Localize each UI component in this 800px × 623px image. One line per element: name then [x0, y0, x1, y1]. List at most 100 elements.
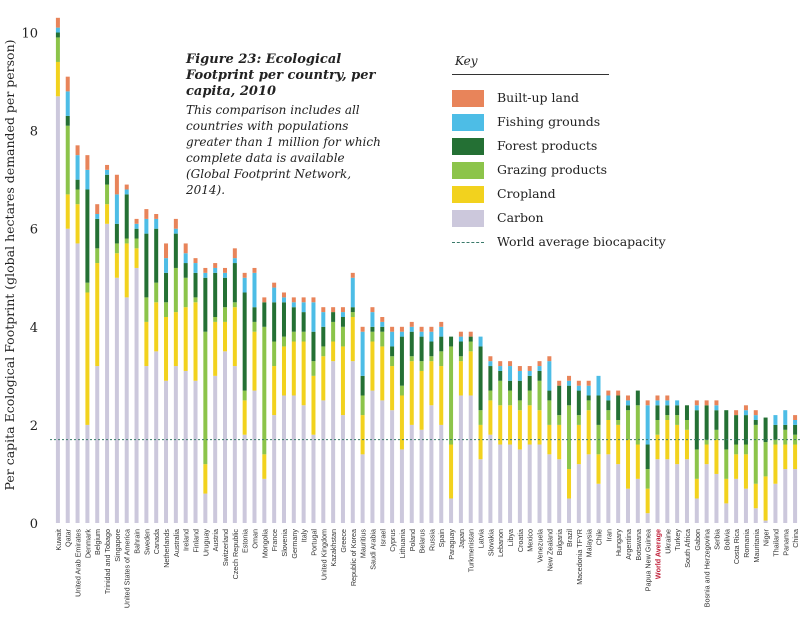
bar-finland-fishing-grounds [193, 263, 198, 273]
x-tick-label-libya: Libya [506, 529, 515, 546]
bar-latvia-cropland [478, 424, 483, 460]
bar-austria-forest-products [213, 272, 218, 317]
bar-austria-carbon [213, 375, 218, 523]
y-tick-label-2: 2 [30, 419, 38, 434]
bar-slovenia-carbon [281, 395, 286, 523]
x-tick-label-netherlands: Netherlands [162, 529, 171, 568]
bar-bolivia-carbon [724, 503, 729, 523]
x-tick-label-hungary: Hungary [614, 529, 623, 557]
bar-panama-carbon [783, 469, 788, 523]
bar-croatia-cropland [517, 410, 522, 450]
bar-gabon-built-up-land [694, 400, 699, 406]
bar-mauritius-cropland [360, 415, 365, 455]
bar-mauritius-carbon [360, 454, 365, 523]
x-tick-label-costa-rica: Costa Rica [732, 529, 741, 564]
bar-singapore-fishing-grounds [114, 194, 119, 224]
bar-canada-cropland [154, 302, 159, 352]
x-tick-label-turkey: Turkey [673, 529, 682, 551]
bar-papua-new-guinea-fishing-grounds [645, 405, 650, 445]
x-tick-label-malaysia: Malaysia [585, 529, 594, 557]
bar-romania-cropland [743, 454, 748, 489]
bar-netherlands-grazing-products [164, 302, 169, 317]
legend-label-biocapacity: World average biocapacity [497, 234, 666, 249]
x-tick-label-greece: Greece [339, 529, 348, 553]
bar-belarus-cropland [419, 370, 424, 430]
bar-germany-carbon [291, 395, 296, 523]
x-tick-label-bosnia-and-herzegovina: Bosnia and Herzegovina [703, 529, 712, 607]
bar-bahrain-fishing-grounds [134, 223, 139, 229]
bar-romania-forest-products [743, 415, 748, 445]
bar-mongolia-cropland [262, 454, 267, 479]
bar-australia-cropland [173, 312, 178, 367]
bar-israel-built-up-land [380, 317, 385, 322]
bar-belgium-built-up-land [95, 204, 100, 214]
bar-greece-grazing-products [340, 326, 345, 347]
bar-papua-new-guinea-built-up-land [645, 400, 650, 406]
bar-brazil-carbon [567, 498, 572, 523]
bar-netherlands-built-up-land [164, 243, 169, 259]
bar-lebanon-grazing-products [498, 380, 503, 406]
bar-united-states-of-america-cropland [124, 243, 129, 298]
bar-slovenia-grazing-products [281, 336, 286, 347]
bar-latvia-grazing-products [478, 410, 483, 425]
bar-united-states-of-america-built-up-land [124, 184, 129, 190]
bar-austria-fishing-grounds [213, 267, 218, 273]
bar-gabon-fishing-grounds [694, 405, 699, 411]
bar-united-arab-emirates-carbon [75, 243, 80, 523]
bar-mongolia-forest-products [262, 302, 267, 327]
bar-mexico-grazing-products [527, 390, 532, 406]
bar-finland-built-up-land [193, 258, 198, 264]
bar-poland-cropland [409, 361, 414, 425]
x-tick-label-spain: Spain [437, 529, 446, 547]
bar-slovakia-fishing-grounds [488, 361, 493, 367]
bar-italy-cropland [301, 341, 306, 406]
x-tick-label-mauritius: Mauritius [359, 529, 368, 559]
bar-czech-republic-forest-products [232, 263, 237, 303]
bar-bulgaria-carbon [557, 459, 562, 523]
bar-croatia-fishing-grounds [517, 370, 522, 381]
x-tick-label-belgium: Belgium [93, 529, 102, 555]
bar-republic-of-korea-forest-products [350, 307, 355, 313]
x-tick-label-switzerland: Switzerland [221, 529, 230, 566]
legend-swatch-cropland [452, 186, 484, 203]
bar-japan-forest-products [458, 341, 463, 357]
bar-romania-fishing-grounds [743, 410, 748, 416]
bar-mexico-fishing-grounds [527, 370, 532, 376]
bar-lithuania-grazing-products [399, 385, 404, 396]
bar-singapore-built-up-land [114, 174, 119, 195]
bar-finland-carbon [193, 380, 198, 523]
bar-kuwait-fishing-grounds [55, 27, 60, 33]
bar-united-states-of-america-forest-products [124, 194, 129, 239]
bar-united-kingdom-built-up-land [321, 307, 326, 313]
bar-france-built-up-land [272, 282, 277, 288]
x-tick-label-gabon: Gabon [693, 529, 702, 551]
bar-russia-fishing-grounds [429, 331, 434, 342]
x-tick-label-thailand: Thailand [771, 529, 780, 557]
bar-iran-cropland [606, 420, 611, 455]
bar-ireland-cropland [183, 307, 188, 371]
bar-croatia-built-up-land [517, 366, 522, 371]
x-tick-label-china: China [791, 529, 800, 548]
bar-netherlands-fishing-grounds [164, 258, 169, 273]
bar-argentina-forest-products [625, 405, 630, 411]
x-tick-label-panama: Panama [781, 529, 790, 556]
bar-serbia-grazing-products [714, 429, 719, 440]
x-tick-label-iran: Iran [604, 529, 613, 541]
bar-uruguay-grazing-products [203, 331, 208, 465]
bar-hungary-cropland [616, 424, 621, 465]
x-tick-label-russia: Russia [427, 529, 436, 551]
bar-mexico-carbon [527, 444, 532, 523]
bar-slovakia-cropland [488, 400, 493, 435]
x-tick-label-estonia: Estonia [241, 529, 250, 553]
bar-macedonia-tfyr-grazing-products [576, 415, 581, 425]
bar-kuwait-carbon [55, 96, 60, 523]
bar-czech-republic-fishing-grounds [232, 258, 237, 264]
bar-malaysia-grazing-products [586, 400, 591, 411]
bar-united-arab-emirates-cropland [75, 204, 80, 244]
bar-japan-carbon [458, 395, 463, 523]
bar-chile-fishing-grounds [596, 375, 601, 396]
bar-world-average-carbon [655, 459, 660, 523]
bar-lebanon-fishing-grounds [498, 366, 503, 371]
y-tick-label-6: 6 [30, 223, 38, 238]
bar-denmark-forest-products [85, 189, 90, 283]
